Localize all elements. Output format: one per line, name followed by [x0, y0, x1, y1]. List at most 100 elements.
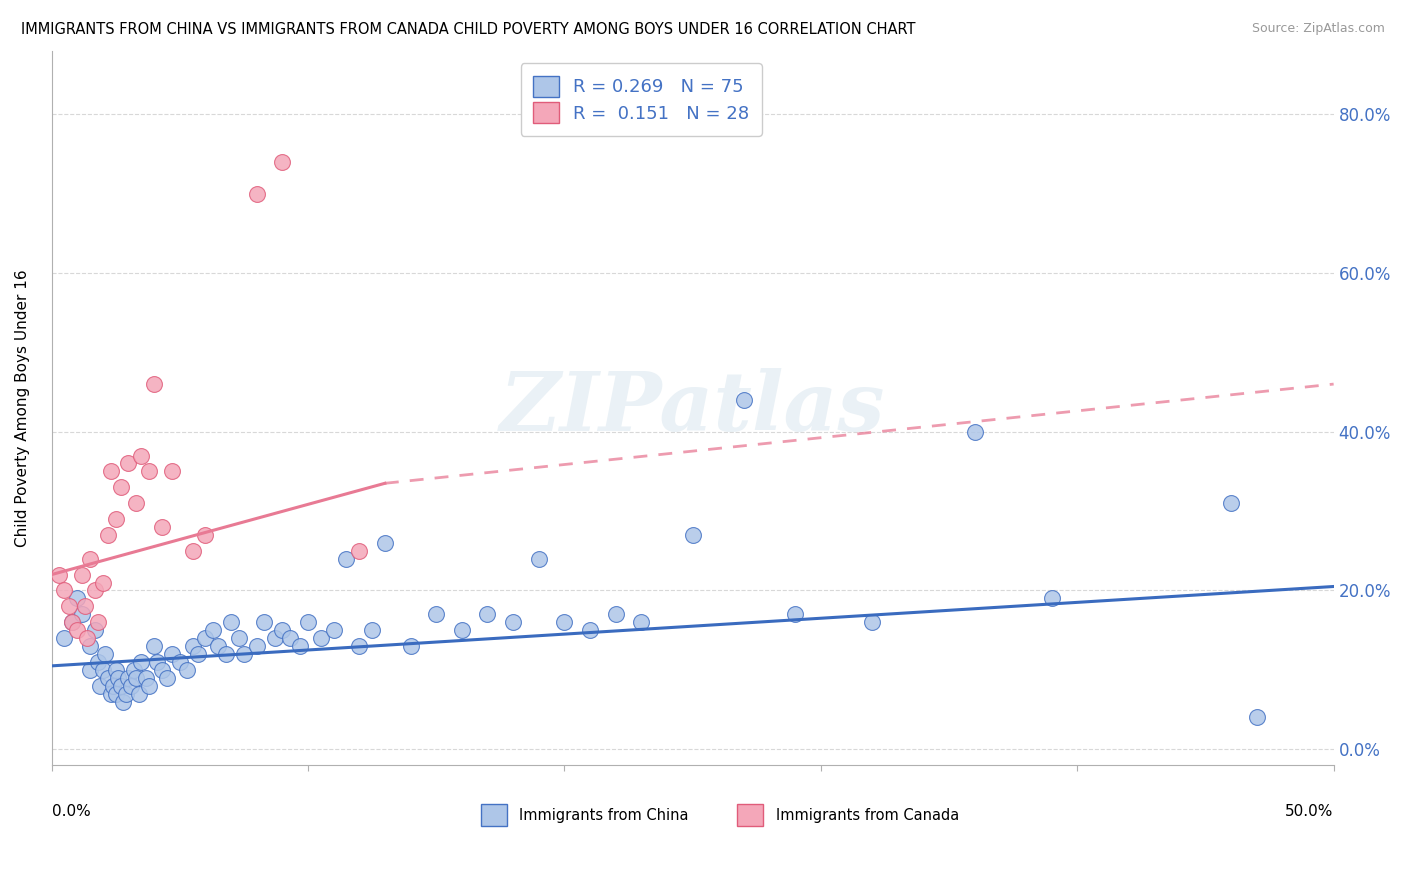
Point	[79, 639, 101, 653]
Point	[86, 615, 108, 630]
Text: ZIPatlas: ZIPatlas	[501, 368, 886, 448]
Point	[84, 583, 107, 598]
Point	[263, 631, 285, 645]
Point	[502, 615, 524, 630]
Point	[125, 496, 148, 510]
Point	[682, 528, 704, 542]
Point	[219, 615, 242, 630]
Point	[143, 639, 166, 653]
Point	[129, 449, 152, 463]
Point	[104, 512, 127, 526]
Point	[66, 623, 89, 637]
Point	[129, 655, 152, 669]
Point	[104, 687, 127, 701]
Point	[297, 615, 319, 630]
Point	[1040, 591, 1063, 606]
Point	[112, 695, 135, 709]
Point	[53, 631, 76, 645]
Point	[860, 615, 883, 630]
Point	[125, 671, 148, 685]
Bar	[481, 805, 506, 826]
Point	[150, 520, 173, 534]
Point	[963, 425, 986, 439]
Point	[89, 679, 111, 693]
Text: Immigrants from China: Immigrants from China	[519, 807, 689, 822]
Point	[278, 631, 301, 645]
Point	[135, 671, 157, 685]
Point	[145, 655, 167, 669]
Bar	[738, 805, 763, 826]
Point	[477, 607, 499, 622]
Point	[1246, 710, 1268, 724]
Point	[374, 536, 396, 550]
Point	[101, 679, 124, 693]
Point	[72, 567, 94, 582]
Point	[73, 599, 96, 614]
Point	[579, 623, 602, 637]
Point	[110, 480, 132, 494]
Point	[349, 639, 371, 653]
Point	[232, 647, 254, 661]
Point	[527, 551, 550, 566]
Point	[335, 551, 357, 566]
Point	[138, 464, 160, 478]
Point	[246, 639, 269, 653]
Point	[207, 639, 229, 653]
Point	[79, 663, 101, 677]
Point	[120, 679, 142, 693]
Point	[290, 639, 312, 653]
Point	[630, 615, 652, 630]
Point	[94, 647, 117, 661]
Point	[361, 623, 384, 637]
Text: 50.0%: 50.0%	[1285, 805, 1334, 820]
Text: IMMIGRANTS FROM CHINA VS IMMIGRANTS FROM CANADA CHILD POVERTY AMONG BOYS UNDER 1: IMMIGRANTS FROM CHINA VS IMMIGRANTS FROM…	[21, 22, 915, 37]
Point	[271, 623, 294, 637]
Point	[194, 631, 217, 645]
Point	[122, 663, 145, 677]
Point	[349, 543, 371, 558]
Point	[399, 639, 422, 653]
Point	[160, 464, 183, 478]
Y-axis label: Child Poverty Among Boys Under 16: Child Poverty Among Boys Under 16	[15, 269, 30, 547]
Point	[128, 687, 150, 701]
Point	[181, 543, 204, 558]
Point	[181, 639, 204, 653]
Point	[450, 623, 472, 637]
Point	[309, 631, 332, 645]
Point	[100, 464, 122, 478]
Point	[79, 551, 101, 566]
Point	[72, 607, 94, 622]
Point	[110, 679, 132, 693]
Legend: R = 0.269   N = 75, R =  0.151   N = 28: R = 0.269 N = 75, R = 0.151 N = 28	[520, 63, 762, 136]
Point	[66, 591, 89, 606]
Point	[48, 567, 70, 582]
Point	[253, 615, 276, 630]
Point	[53, 583, 76, 598]
Text: 0.0%: 0.0%	[52, 805, 90, 820]
Point	[143, 377, 166, 392]
Point	[160, 647, 183, 661]
Point	[553, 615, 575, 630]
Point	[84, 623, 107, 637]
Point	[169, 655, 191, 669]
Point	[91, 663, 114, 677]
Point	[228, 631, 250, 645]
Point	[104, 663, 127, 677]
Point	[76, 631, 98, 645]
Point	[115, 687, 138, 701]
Point	[271, 154, 294, 169]
Point	[86, 655, 108, 669]
Point	[138, 679, 160, 693]
Point	[176, 663, 198, 677]
Text: Immigrants from Canada: Immigrants from Canada	[776, 807, 959, 822]
Point	[97, 528, 120, 542]
Point	[322, 623, 344, 637]
Point	[117, 671, 139, 685]
Point	[60, 615, 83, 630]
Point	[150, 663, 173, 677]
Point	[246, 186, 269, 201]
Point	[97, 671, 120, 685]
Point	[107, 671, 129, 685]
Point	[605, 607, 627, 622]
Point	[156, 671, 179, 685]
